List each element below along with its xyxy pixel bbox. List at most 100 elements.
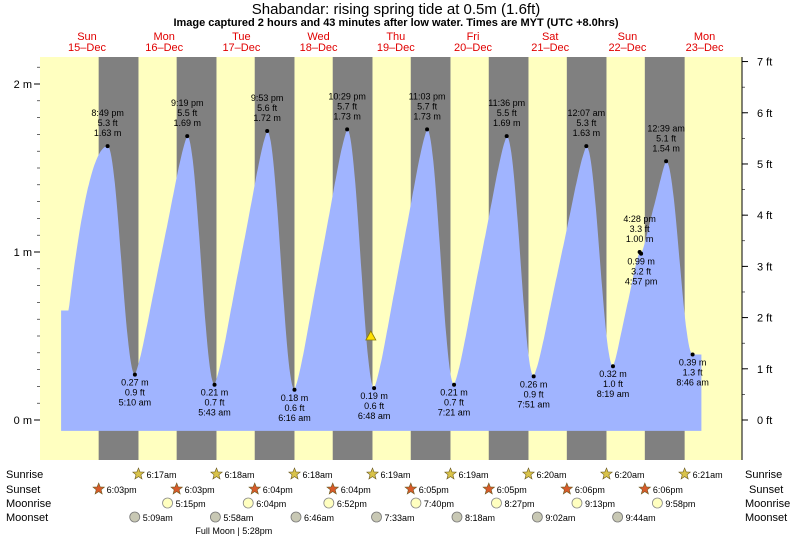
moonset-icon <box>612 511 624 523</box>
day-labels: Sun15–DecMon16–DecTue17–DecWed18–DecThu1… <box>68 31 724 54</box>
low-tide-label: 0.32 m1.0 ft8:19 am <box>597 369 630 399</box>
tide-marks: 8:49 pm5.3 ft1.63 m0.27 m0.9 ft5:10 am9:… <box>91 91 709 422</box>
moonset-time: 5:09am <box>143 513 173 523</box>
sunrise-row-label-right: Sunrise <box>745 469 782 481</box>
moonset-row-label-left: Moonset <box>6 512 48 524</box>
tide-label-text: 6:48 am <box>358 411 391 421</box>
low-tide-label: 0.18 m0.6 ft6:16 am <box>278 393 311 423</box>
tide-label-text: 8:19 am <box>597 389 630 399</box>
low-tide-label: 0.26 m0.9 ft7:51 am <box>517 379 550 409</box>
tide-label-text: 1.73 m <box>333 111 361 121</box>
moonrise-time: 9:13pm <box>585 499 615 509</box>
right-tick-label: 5 ft <box>757 159 772 171</box>
sunset-star-icon <box>170 482 184 495</box>
day-of-week-label: Tue <box>232 31 251 43</box>
sunrise-time: 6:18am <box>224 470 254 480</box>
tide-label-text: 5.5 ft <box>497 108 518 118</box>
day-of-week-label: Mon <box>694 31 715 43</box>
sunrise-star-icon <box>288 467 301 480</box>
moonset-time: 6:46am <box>304 513 334 523</box>
tide-point <box>425 127 430 132</box>
tide-label-text: 1.69 m <box>493 118 521 128</box>
tide-label-text: 0.9 ft <box>125 388 146 398</box>
tide-point <box>639 251 644 256</box>
high-tide-label: 11:03 pm5.7 ft1.73 m <box>409 91 446 121</box>
full-moon-label: Full Moon | 5:28pm <box>195 526 272 536</box>
tide-label-text: 1.00 m <box>626 234 654 244</box>
tide-label-text: 8:46 am <box>676 377 709 387</box>
low-tide-label: 0.19 m0.6 ft6:48 am <box>358 391 391 421</box>
high-tide-label: 9:53 pm5.6 ft1.72 m <box>251 93 284 123</box>
moonrise-time: 5:15pm <box>176 499 206 509</box>
tide-label-text: 1.72 m <box>253 113 281 123</box>
tide-label-text: 1.63 m <box>94 128 122 138</box>
date-label: 17–Dec <box>222 42 260 54</box>
tide-label-text: 4:57 pm <box>625 277 658 287</box>
moonrise-time: 6:04pm <box>256 499 286 509</box>
tide-label-text: 12:39 am <box>647 123 685 133</box>
date-label: 18–Dec <box>300 42 338 54</box>
sunset-time: 6:03pm <box>185 485 215 495</box>
moonset-row-label-right: Moonset <box>745 512 787 524</box>
sunset-time: 6:06pm <box>653 485 683 495</box>
moonrise-time: 9:58pm <box>665 499 695 509</box>
tide-area <box>61 129 702 431</box>
low-tide-label: 0.99 m3.2 ft4:57 pm <box>625 257 658 287</box>
moonrise-icon <box>162 497 173 509</box>
tide-label-text: 0.7 ft <box>444 398 465 408</box>
right-tick-label: 3 ft <box>757 261 772 273</box>
tide-point <box>105 144 110 149</box>
tide-label-text: 1.63 m <box>573 128 601 138</box>
tide-point <box>265 129 270 134</box>
tide-point <box>372 386 377 391</box>
sunset-star-icon <box>326 482 340 495</box>
sunset-time: 6:06pm <box>575 485 605 495</box>
left-tick-label: 1 m <box>14 247 32 259</box>
tide-label-text: 5.7 ft <box>337 101 358 111</box>
tide-label-text: 1.0 ft <box>603 379 624 389</box>
right-tick-label: 6 ft <box>757 108 772 120</box>
day-of-week-label: Mon <box>153 31 174 43</box>
sunset-star-icon <box>638 482 652 495</box>
moonrise-icon <box>323 497 335 509</box>
moonset-icon <box>210 511 221 523</box>
tide-label-text: 10:29 pm <box>328 91 366 101</box>
high-tide-label: 4:28 pm3.3 ft1.00 m <box>623 214 656 244</box>
tide-label-text: 1.3 ft <box>683 367 704 377</box>
sunrise-star-icon <box>366 467 379 480</box>
tide-point <box>292 387 297 392</box>
tide-label-text: 1.69 m <box>173 118 201 128</box>
tide-label-text: 3.2 ft <box>631 267 652 277</box>
tide-label-text: 3.3 ft <box>630 224 651 234</box>
low-tide-label: 0.21 m0.7 ft7:21 am <box>438 388 471 418</box>
tide-point <box>664 159 669 164</box>
tide-label-text: 9:53 pm <box>251 93 284 103</box>
tide-label-text: 5.5 ft <box>177 108 198 118</box>
right-tick-label: 1 ft <box>757 364 772 376</box>
day-of-week-label: Wed <box>307 31 329 43</box>
sunset-time: 6:05pm <box>497 485 527 495</box>
sunrise-time: 6:20am <box>536 470 566 480</box>
sunset-row-label-left: Sunset <box>6 484 40 496</box>
tide-point <box>610 364 615 369</box>
high-tide-label: 12:39 am5.1 ft1.54 m <box>647 123 685 153</box>
tide-label-text: 1.73 m <box>413 111 441 121</box>
moonset-icon <box>290 511 302 523</box>
moonrise-time: 8:27pm <box>504 499 534 509</box>
tide-label-text: 5:43 am <box>198 408 231 418</box>
sunset-row-label-right: Sunset <box>749 484 783 496</box>
tide-label-text: 5:10 am <box>119 398 152 408</box>
tide-label-text: 4:28 pm <box>623 214 656 224</box>
moonset-time: 9:02am <box>545 513 575 523</box>
tide-point <box>584 144 589 149</box>
sunset-star-icon <box>560 482 574 495</box>
high-tide-label: 10:29 pm5.7 ft1.73 m <box>328 91 366 121</box>
high-tide-label: 8:49 pm5.3 ft1.63 m <box>91 108 124 138</box>
astro-events: 6:17am 6:18am 6:18am 6:19am 6:19am 6:20am 6:20… <box>92 467 723 536</box>
tide-label-text: 5.3 ft <box>576 118 597 128</box>
tide-label-text: 1.54 m <box>652 143 680 153</box>
right-tick-label: 7 ft <box>757 57 772 69</box>
moonrise-row-label-left: Moonrise <box>6 498 51 510</box>
tide-label-text: 11:03 pm <box>409 91 446 101</box>
moonrise-icon <box>652 497 663 509</box>
